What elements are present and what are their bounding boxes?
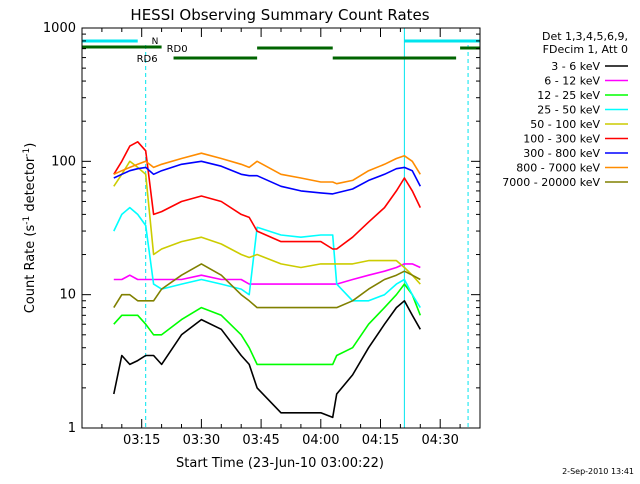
plot-area: N RD0 RD6 [82, 28, 480, 428]
legend-label: 7000 - 20000 keV [502, 176, 600, 189]
x-tick-label: 03:45 [242, 433, 279, 448]
y-axis-label-sup1: -1 [22, 216, 32, 225]
x-tick-label: 03:15 [123, 433, 160, 448]
x-tick-label: 03:30 [183, 433, 220, 448]
series-line-1 [113, 300, 421, 419]
legend: Det 1,3,4,5,6,9, FDecim 1, Att 0 3 - 6 k… [502, 30, 628, 189]
legend-label: 6 - 12 keV [544, 75, 600, 88]
y-axis-label: Count Rate (s-1 detector-1) [22, 143, 38, 314]
y-tick-label: 10 [59, 288, 76, 303]
night-bar-label: N [152, 37, 159, 47]
legend-label: 100 - 300 keV [523, 133, 600, 146]
series-line-4 [113, 206, 421, 309]
series-line-2 [113, 263, 421, 285]
legend-label: 3 - 6 keV [551, 60, 600, 73]
series-line-9 [113, 263, 421, 309]
legend-label: 12 - 25 keV [537, 89, 600, 102]
y-axis-label-end: ) [23, 143, 38, 148]
y-tick-label: 100 [51, 154, 76, 169]
legend-header-line-1: Det 1,3,4,5,6,9, [542, 30, 628, 43]
y-axis-label-main: Count Rate (s [23, 225, 38, 314]
y-tick-label: 1000 [43, 21, 76, 36]
series-line-7 [113, 160, 422, 195]
x-tick-label: 04:00 [302, 433, 339, 448]
legend-label: 800 - 7000 keV [516, 162, 600, 175]
legend-label: 50 - 100 keV [530, 118, 600, 131]
x-tick-label: 04:15 [362, 433, 399, 448]
axes: 1 10 100 1000 03:15 03:30 03:45 04:00 04:15 04:30 [43, 21, 481, 448]
y-tick-label: 1 [68, 421, 76, 436]
series-line-8 [113, 152, 421, 185]
legend-label: 300 - 800 keV [523, 147, 600, 160]
series-line-6 [113, 141, 422, 250]
y-axis-label-mid: detector [23, 156, 38, 216]
rd6-label: RD6 [137, 54, 158, 65]
series-line-3 [113, 283, 422, 366]
footer-timestamp: 2-Sep-2010 13:41 [562, 467, 634, 476]
chart-title: HESSI Observing Summary Count Rates [130, 6, 429, 24]
y-axis-label-sup2: -1 [22, 148, 32, 157]
rd0-label: RD0 [167, 44, 188, 55]
x-axis-label: Start Time (23-Jun-10 03:00:22) [176, 456, 384, 471]
x-tick-label: 04:30 [421, 433, 458, 448]
legend-header-line-2: FDecim 1, Att 0 [543, 43, 628, 56]
legend-label: 25 - 50 keV [537, 104, 600, 117]
series-line-5 [113, 160, 421, 285]
